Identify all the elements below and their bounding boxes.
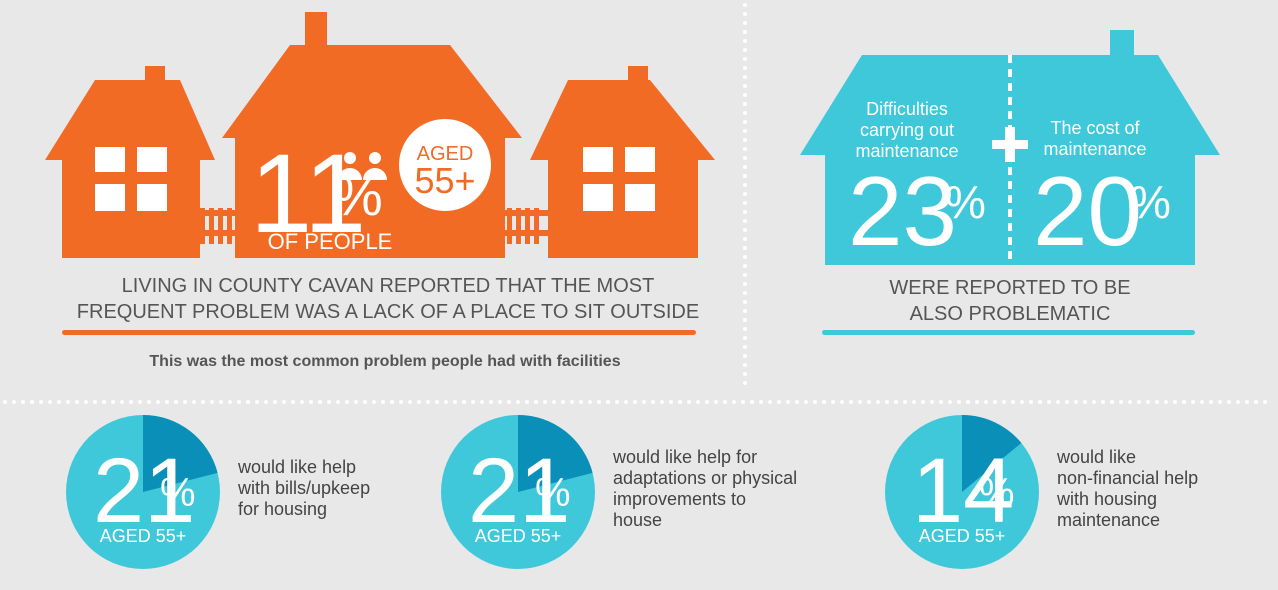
percent-sign: % xyxy=(160,471,196,515)
description: house xyxy=(613,510,662,530)
windows xyxy=(95,147,655,211)
pie-slice xyxy=(143,415,218,492)
description: FREQUENT PROBLEM WAS A LACK OF A PLACE T… xyxy=(77,301,699,323)
stat-number: 11 xyxy=(250,131,366,256)
percent-sign: % xyxy=(333,164,383,227)
badge xyxy=(399,119,491,211)
pie-slice xyxy=(518,415,593,492)
plus-sign xyxy=(992,127,1028,162)
description: ALSO PROBLEMATIC xyxy=(910,303,1111,325)
description: LIVING IN COUNTY CAVAN REPORTED THAT THE… xyxy=(122,275,655,297)
description: with housing xyxy=(1056,489,1157,509)
badge-text: 55+ xyxy=(414,160,475,201)
percent-sign: % xyxy=(979,471,1015,515)
description: non-financial help xyxy=(1057,468,1198,488)
people-icon xyxy=(338,152,387,180)
description: with bills/upkeep xyxy=(237,478,370,498)
stat-number: 21 xyxy=(468,440,570,542)
stat-number: 14 xyxy=(912,440,1014,542)
description: improvements to xyxy=(613,489,746,509)
description: would like help for xyxy=(612,447,757,467)
stat-number: 23 xyxy=(848,156,957,266)
underline xyxy=(62,330,696,335)
item-label: The cost of xyxy=(1050,118,1140,138)
item-label: maintenance xyxy=(855,141,958,161)
stat-caption: AGED 55+ xyxy=(919,526,1006,546)
fence xyxy=(198,208,548,244)
percent-sign: % xyxy=(945,176,986,228)
badge-text: AGED xyxy=(417,143,474,165)
percent-sign: % xyxy=(1130,176,1171,228)
stat-caption: OF PEOPLE xyxy=(268,229,393,254)
description: adaptations or physical xyxy=(613,468,797,488)
note: This was the most common problem people … xyxy=(149,353,620,370)
description: maintenance xyxy=(1057,510,1160,530)
stat-number: 21 xyxy=(93,440,195,542)
description: would like xyxy=(1056,447,1136,467)
stat-caption: AGED 55+ xyxy=(475,526,562,546)
stat-number: 20 xyxy=(1033,156,1142,266)
item-label: carrying out xyxy=(860,120,954,140)
houses xyxy=(45,12,715,258)
item-label: maintenance xyxy=(1043,139,1146,159)
pie-slice xyxy=(962,415,1022,492)
description: for housing xyxy=(238,499,327,519)
percent-sign: % xyxy=(535,471,571,515)
description: would like help xyxy=(237,457,356,477)
description: WERE REPORTED TO BE xyxy=(889,277,1130,299)
underline xyxy=(822,330,1195,335)
stat-caption: AGED 55+ xyxy=(100,526,187,546)
item-label: Difficulties xyxy=(866,99,948,119)
